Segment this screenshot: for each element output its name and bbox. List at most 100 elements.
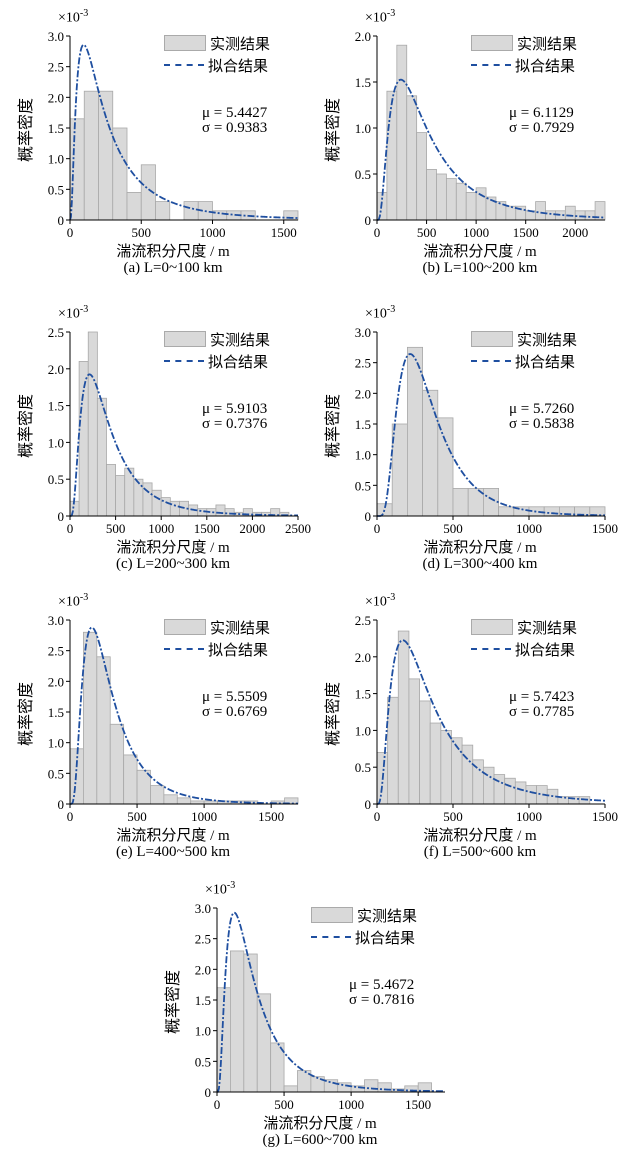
histogram-bar [216, 987, 231, 1093]
legend-swatch-bar [164, 35, 206, 51]
histogram-bar [106, 464, 117, 517]
fit-curve [377, 353, 606, 517]
y-exponent-label: ×10-3 [365, 304, 395, 323]
histogram-bar [377, 1082, 392, 1093]
legend-item-measured: 实测结果 [164, 32, 270, 54]
legend-swatch-bar [471, 331, 513, 347]
chart-svg: 0 0.5 1.0 1.5 2.0 0 500 1000 1500 2000 [355, 29, 606, 240]
histogram-bar [83, 631, 98, 805]
x-tick-label: 1500 [592, 809, 618, 824]
x-tick-label: 500 [443, 809, 463, 824]
x-tick-label: 0 [374, 521, 381, 536]
x-tick-label: 0 [374, 809, 381, 824]
x-tick-label: 1500 [258, 809, 284, 824]
x-tick-label: 500 [274, 1097, 294, 1112]
legend-swatch-line [164, 648, 204, 650]
histogram-bar [482, 487, 499, 517]
legend: 实测结果 拟合结果 [471, 32, 577, 76]
y-exponent-label: ×10-3 [365, 8, 395, 27]
y-tick-label: 2.5 [355, 356, 371, 371]
fit-parameters: μ = 5.7260 σ = 0.5838 [509, 402, 574, 432]
legend-label-fitted: 拟合结果 [515, 352, 576, 371]
y-tick-label: 1.0 [48, 152, 64, 167]
sigma-value: σ = 0.7929 [509, 120, 575, 136]
y-tick-label: 1.5 [355, 687, 371, 702]
y-tick-label: 2.0 [355, 29, 371, 44]
y-tick-label: 0 [365, 797, 372, 812]
histogram-bar [416, 132, 427, 221]
y-exponent-label: ×10-3 [365, 592, 395, 611]
y-tick-label: 2.5 [48, 325, 64, 340]
y-tick-label: 2.0 [48, 362, 64, 377]
fit-parameters: μ = 6.1129 σ = 0.7929 [509, 106, 574, 136]
histogram-bar [408, 678, 420, 805]
mu-value: μ = 5.9103 [202, 401, 268, 417]
y-tick-label: 1.5 [195, 993, 211, 1008]
subfigure-caption: (b) L=100~200 km [422, 260, 538, 276]
chart-svg: 0 0.5 1.0 1.5 2.0 2.5 3.0 0 500 1000 1500 [48, 29, 299, 240]
fit-parameters: μ = 5.4672 σ = 0.7816 [349, 978, 414, 1008]
legend-item-fitted: 拟合结果 [311, 926, 417, 948]
x-tick-label: 1500 [271, 225, 297, 240]
histogram-bar [391, 423, 408, 517]
legend-item-measured: 实测结果 [471, 32, 577, 54]
legend-swatch-bar [471, 619, 513, 635]
x-axis-label: 湍流积分尺度 / m [423, 244, 537, 260]
chart-panel: 0 0.5 1.0 1.5 2.0 2.5 3.0 0 500 1000 1500 ×10-3 概率密度… [8, 590, 308, 878]
legend-swatch-line [471, 648, 511, 650]
y-tick-label: 0 [205, 1085, 212, 1100]
chart-svg: 0 0.5 1.0 1.5 2.0 2.5 3.0 0 500 1000 1500 [48, 613, 299, 824]
exponent-power: -3 [386, 304, 396, 315]
histogram-bar [230, 950, 245, 1093]
x-axis-label: 湍流积分尺度 / m [116, 828, 230, 844]
histogram-bar [224, 508, 235, 517]
y-tick-label: 1.5 [48, 705, 64, 720]
histogram-bar [440, 729, 452, 805]
mu-value: μ = 5.7260 [509, 401, 575, 417]
y-exponent-label: ×10-3 [58, 304, 88, 323]
x-axis-label: 湍流积分尺度 / m [423, 828, 537, 844]
x-tick-label: 500 [106, 521, 126, 536]
y-tick-label: 1.5 [48, 121, 64, 136]
x-tick-label: 500 [417, 225, 437, 240]
x-axis-label: 湍流积分尺度 / m [423, 540, 537, 556]
y-tick-label: 0.5 [48, 182, 64, 197]
exponent-base: ×10 [365, 10, 387, 26]
histogram-bar [215, 504, 226, 517]
y-tick-label: 3.0 [355, 325, 371, 340]
chart-svg: 0 0.5 1.0 1.5 2.0 2.5 3.0 0 500 1000 1500 [355, 325, 618, 536]
chart-svg: 0 0.5 1.0 1.5 2.0 2.5 3.0 0 500 1000 1500 [195, 901, 446, 1112]
x-axis-label: 湍流积分尺度 / m [116, 244, 230, 260]
legend-swatch-bar [164, 331, 206, 347]
histogram-bar [397, 630, 410, 805]
x-tick-label: 1500 [592, 521, 618, 536]
chart-svg: 0 0.5 1.0 1.5 2.0 2.5 0 500 1000 1500 [355, 613, 618, 824]
y-tick-label: 0.5 [195, 1054, 211, 1069]
legend: 实测结果 拟合结果 [164, 616, 270, 660]
y-tick-label: 2.5 [48, 644, 64, 659]
histogram-bar [126, 191, 142, 221]
exponent-base: ×10 [58, 10, 80, 26]
histogram-bar [256, 993, 272, 1093]
y-tick-label: 1.0 [355, 121, 371, 136]
subfigure-caption: (a) L=0~100 km [123, 260, 223, 276]
histogram-bar [98, 90, 114, 221]
y-tick-label: 1.5 [48, 399, 64, 414]
exponent-base: ×10 [58, 594, 80, 610]
histogram-bar [337, 1082, 352, 1093]
fit-curve [69, 373, 299, 517]
mu-value: μ = 5.4427 [202, 105, 268, 121]
subfigure-caption: (d) L=300~400 km [422, 556, 538, 572]
legend-swatch-bar [164, 619, 206, 635]
x-tick-label: 1500 [405, 1097, 431, 1112]
y-tick-label: 1.0 [48, 435, 64, 450]
mu-value: μ = 5.7423 [509, 689, 575, 705]
chart-panel: 0 0.5 1.0 1.5 2.0 2.5 0 500 1000 1500 ×10-3 概率密度 实测结… [315, 590, 618, 878]
histogram-bar [151, 489, 162, 517]
histogram-bar [406, 95, 418, 221]
histogram-bar [386, 90, 398, 221]
sigma-value: σ = 0.6769 [202, 704, 268, 720]
legend: 实测结果 拟合结果 [311, 904, 417, 948]
y-tick-label: 2.0 [48, 90, 64, 105]
histogram-bar [87, 331, 98, 517]
